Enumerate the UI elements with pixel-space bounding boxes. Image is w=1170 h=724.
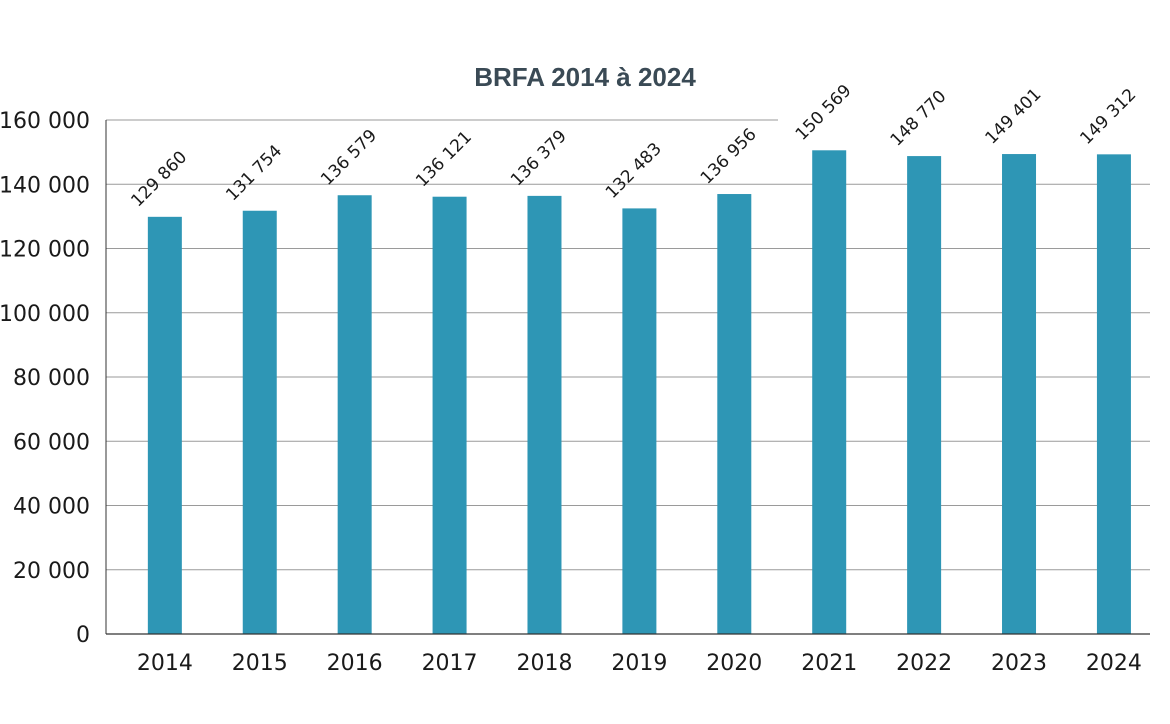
bar-2022 <box>907 156 942 635</box>
data-label-2018: 136 379 <box>507 126 571 190</box>
data-label-2014: 129 860 <box>127 147 191 211</box>
data-label-2022: 148 770 <box>887 87 951 151</box>
x-tick-label: 2016 <box>327 651 383 676</box>
y-tick-label: 40 000 <box>13 495 90 520</box>
y-tick-label: 160 000 <box>0 109 90 134</box>
bar-2024 <box>1096 154 1131 634</box>
x-tick-label: 2014 <box>137 651 193 676</box>
bar-2021 <box>812 150 847 634</box>
x-tick-label: 2018 <box>516 651 572 676</box>
data-label-2023: 149 401 <box>982 85 1046 149</box>
x-tick-label: 2024 <box>1086 651 1142 676</box>
data-label-2024: 149 312 <box>1076 85 1140 149</box>
data-label-2020: 136 956 <box>697 125 761 189</box>
x-tick-label: 2019 <box>611 651 667 676</box>
y-axis-ticks: 0 20 000 40 000 60 000 80 000 100 000 120 000 1… <box>0 109 90 648</box>
bars <box>147 150 1131 635</box>
data-label-2019: 132 483 <box>602 139 666 203</box>
y-tick-label: 140 000 <box>0 173 90 198</box>
y-tick-label: 60 000 <box>13 430 90 455</box>
y-tick-label: 100 000 <box>0 302 90 327</box>
x-tick-label: 2021 <box>801 651 857 676</box>
x-axis-ticks: 2014 2015 2016 2017 2018 2019 2020 2021 2022 2023… <box>137 651 1142 676</box>
bar-2015 <box>242 210 277 634</box>
data-label-2021: 150 569 <box>792 81 856 145</box>
y-tick-label: 80 000 <box>13 366 90 391</box>
bar-2016 <box>337 195 372 634</box>
chart-title: BRFA 2014 à 2024 <box>474 62 696 92</box>
bar-2014 <box>147 216 182 634</box>
y-tick-label: 120 000 <box>0 238 90 263</box>
bar-2023 <box>1002 154 1037 634</box>
x-tick-label: 2020 <box>706 651 762 676</box>
y-tick-label: 0 <box>76 623 90 648</box>
bar-2018 <box>527 195 562 635</box>
data-label-2016: 136 579 <box>317 126 381 190</box>
axes <box>105 120 1150 635</box>
data-label-2017: 136 121 <box>412 127 476 191</box>
data-labels: 129 860 131 754 136 579 136 121 136 379 132 4… <box>127 81 1140 211</box>
bar-2019 <box>622 208 657 634</box>
x-tick-label: 2017 <box>422 651 478 676</box>
y-tick-label: 20 000 <box>13 559 90 584</box>
data-label-2015: 131 754 <box>222 141 286 205</box>
x-tick-label: 2023 <box>991 651 1047 676</box>
bar-2017 <box>432 196 467 634</box>
bar-2020 <box>717 194 752 634</box>
x-tick-label: 2022 <box>896 651 952 676</box>
x-tick-label: 2015 <box>232 651 288 676</box>
